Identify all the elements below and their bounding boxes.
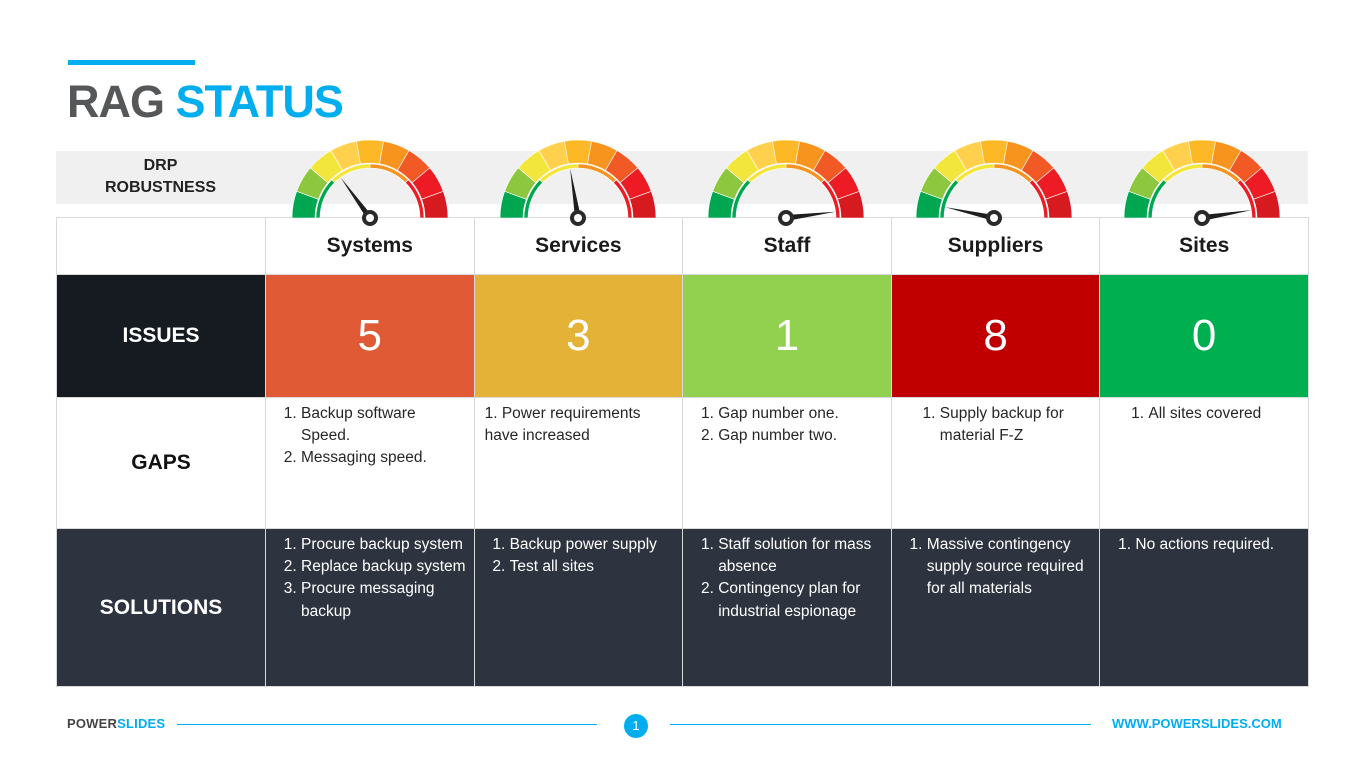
gauge-hub-center <box>366 214 374 222</box>
gaps-cell-systems: Backup software Speed.Messaging speed. <box>265 397 475 529</box>
gauge-segment <box>837 190 865 219</box>
list-item: Gap number two. <box>718 425 883 447</box>
solutions-list: Massive contingency supply source requir… <box>902 534 1092 601</box>
solutions-list: Backup power supplyTest all sites <box>485 534 675 578</box>
solutions-cell-sites: No actions required. <box>1099 528 1309 687</box>
solutions-cell-suppliers: Massive contingency supply source requir… <box>890 528 1101 687</box>
list-item: Contingency plan for industrial espionag… <box>718 578 883 622</box>
gauge-needle <box>945 207 995 221</box>
gauge-segment <box>980 139 1008 165</box>
solutions-list: Procure backup systemReplace backup syst… <box>276 534 466 623</box>
gauge-inner-band <box>404 179 425 219</box>
drp-robustness-label: DRP ROBUSTNESS <box>56 155 265 199</box>
gauge-segment <box>564 139 592 165</box>
list-item: Messaging speed. <box>301 447 466 469</box>
gaps-row: GAPS Backup software Speed.Messaging spe… <box>56 397 1309 529</box>
title-accent-line <box>68 60 195 65</box>
footer-website-link[interactable]: WWW.POWERSLIDES.COM <box>1112 716 1282 731</box>
gaps-cell-staff: Gap number one.Gap number two. <box>682 397 892 529</box>
gauge-needle <box>340 177 373 220</box>
list-item: Backup software Speed. <box>301 403 466 447</box>
gauge-segment <box>1253 190 1281 219</box>
gaps-cell-suppliers: Supply backup for material F-Z <box>890 397 1101 529</box>
gauge-inner-band <box>820 179 841 219</box>
drp-label-line: ROBUSTNESS <box>104 179 217 196</box>
gauge-segment <box>772 139 800 165</box>
solutions-cell-staff: Staff solution for mass absenceContingen… <box>682 528 892 687</box>
footer-line-right <box>670 724 1091 725</box>
gauge-segment <box>1188 139 1216 165</box>
solutions-row-label: SOLUTIONS <box>56 528 266 687</box>
title-word-status: STATUS <box>175 76 344 127</box>
solutions-cell-services: Backup power supplyTest all sites <box>473 528 684 687</box>
gaps-list: Backup software Speed.Messaging speed. <box>276 403 466 470</box>
gaps-cell-services: 1. Power requirements have increased <box>473 397 684 529</box>
gauge-hub-center <box>574 214 582 222</box>
list-item: Procure messaging backup <box>301 578 466 622</box>
gauge-hub-center <box>782 214 790 222</box>
gauge-segment <box>421 190 449 219</box>
gauge-needle <box>570 168 581 219</box>
gauge-suppliers <box>915 139 1073 226</box>
list-item: Supply backup for material F-Z <box>940 403 1092 447</box>
drp-label-line: DRP <box>143 157 178 174</box>
gauge-needle <box>1201 210 1252 221</box>
gauge-inner-band <box>1028 179 1049 219</box>
column-header-staff: Staff <box>682 217 892 275</box>
gauge-segment <box>356 139 384 165</box>
list-item: Procure backup system <box>301 534 466 556</box>
list-item: Replace backup system <box>301 556 466 578</box>
title-word-rag: RAG <box>67 76 165 127</box>
gauge-inner-band <box>1236 179 1257 219</box>
solutions-list: Staff solution for mass absenceContingen… <box>693 534 883 623</box>
gauge-segment <box>629 190 657 219</box>
footer-line-left <box>177 724 597 725</box>
solutions-cell-systems: Procure backup systemReplace backup syst… <box>265 528 475 687</box>
issues-count-sites: 0 <box>1099 274 1309 398</box>
gaps-list: All sites covered <box>1110 403 1300 425</box>
list-item: All sites covered <box>1148 403 1300 425</box>
issues-row-label: ISSUES <box>56 274 266 398</box>
issues-count-systems: 5 <box>265 274 475 398</box>
rag-status-table: Systems Services Staff Suppliers Sites I… <box>56 217 1309 687</box>
header-row: Systems Services Staff Suppliers Sites <box>56 217 1309 275</box>
list-item: Staff solution for mass absence <box>718 534 883 578</box>
issues-count-staff: 1 <box>682 274 892 398</box>
gauge-segment <box>1045 190 1073 219</box>
list-item: Test all sites <box>510 556 675 578</box>
column-header-suppliers: Suppliers <box>890 217 1101 275</box>
gauge-needle <box>785 211 836 221</box>
gaps-text: 1. Power requirements have increased <box>484 405 641 445</box>
gauge-systems <box>291 139 449 226</box>
page-title: RAG STATUS <box>67 76 344 128</box>
issues-count-suppliers: 8 <box>890 274 1101 398</box>
gaps-cell-sites: All sites covered <box>1099 397 1309 529</box>
solutions-list: No actions required. <box>1110 534 1300 556</box>
header-corner-cell <box>56 217 266 275</box>
gauge-band <box>56 151 1308 204</box>
gauge-sites <box>1123 139 1281 226</box>
footer-brand: POWERSLIDES <box>67 716 165 731</box>
issues-row: ISSUES 5 3 1 8 0 <box>56 274 1309 398</box>
list-item: No actions required. <box>1135 534 1300 556</box>
gauge-staff <box>707 139 865 226</box>
list-item: Massive contingency supply source requir… <box>927 534 1092 601</box>
footer-brand-slides: SLIDES <box>117 716 166 731</box>
gaps-list: Gap number one.Gap number two. <box>693 403 883 447</box>
gauge-inner-band <box>612 179 633 219</box>
gauge-services <box>499 139 657 226</box>
gauge-hub-center <box>990 214 998 222</box>
list-item: Gap number one. <box>718 403 883 425</box>
column-header-sites: Sites <box>1099 217 1309 275</box>
footer-brand-power: POWER <box>67 716 118 731</box>
solutions-row: SOLUTIONS Procure backup systemReplace b… <box>56 528 1309 687</box>
issues-count-services: 3 <box>473 274 684 398</box>
gauge-hub-center <box>1198 214 1206 222</box>
gaps-list: Supply backup for material F-Z <box>902 403 1092 447</box>
page-number-badge: 1 <box>624 714 648 738</box>
gaps-row-label: GAPS <box>56 397 266 529</box>
list-item: Backup power supply <box>510 534 675 556</box>
